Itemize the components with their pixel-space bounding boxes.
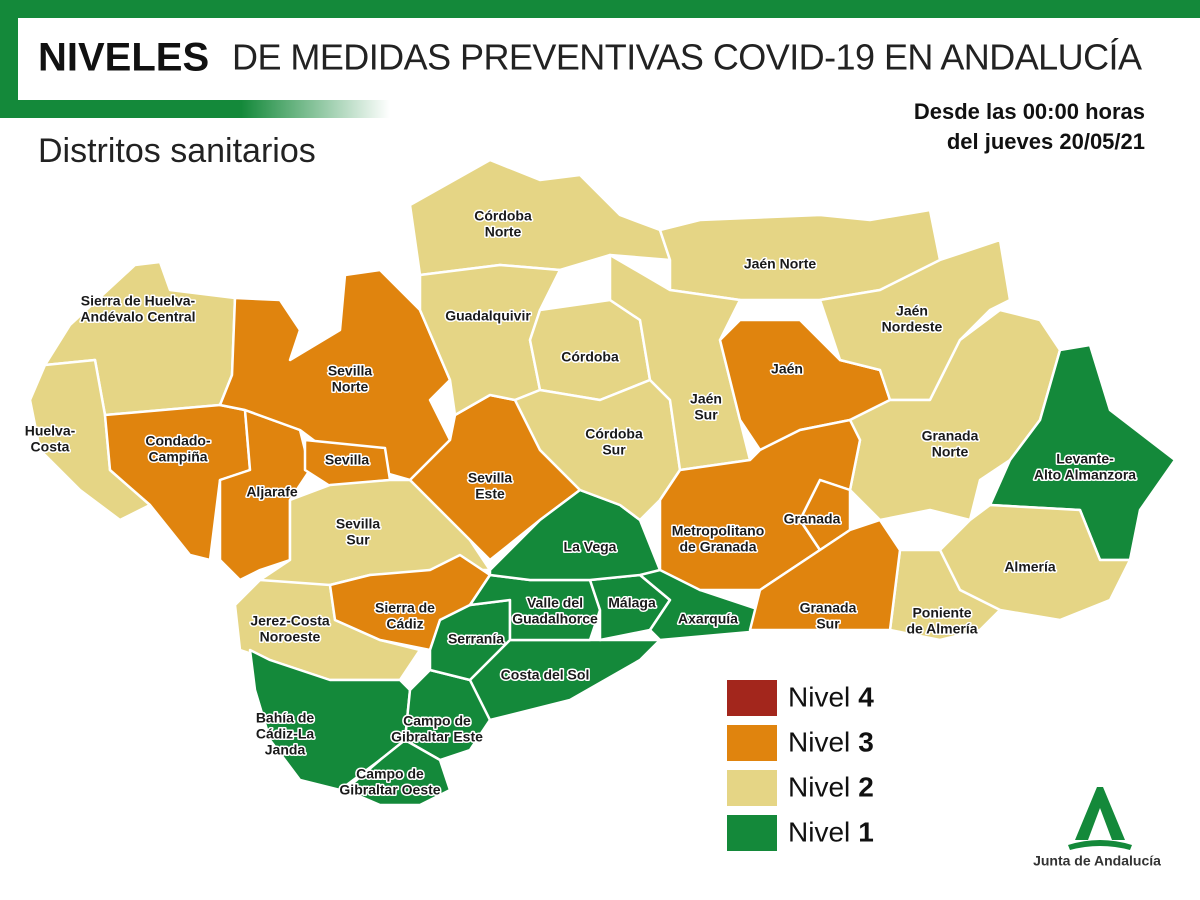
legend: Nivel 4 Nivel 3 Nivel 2 Nivel 1	[727, 680, 874, 851]
district-label: Condado-	[145, 433, 211, 449]
district-label: Norte	[485, 224, 522, 240]
logo-mark	[1075, 787, 1125, 840]
district-label: Costa	[31, 439, 70, 455]
district-label: Poniente	[912, 605, 971, 621]
legend-level: 4	[858, 681, 874, 712]
district-label: Alto Almanzora	[1034, 467, 1136, 483]
district-label: Norte	[932, 444, 969, 460]
district-label: Levante-	[1056, 451, 1114, 467]
district-label: Jaén	[771, 361, 803, 377]
district-label: Córdoba	[561, 349, 619, 365]
district-label: de Almería	[906, 621, 977, 637]
top-bar	[0, 0, 1200, 18]
district-label: Gibraltar Este	[391, 729, 483, 745]
district-label: Campiña	[148, 449, 207, 465]
district-label: Andévalo Central	[80, 309, 195, 325]
gradient-bar	[18, 100, 390, 118]
district-label: Granada	[922, 428, 979, 444]
subtitle: Distritos sanitarios	[38, 132, 316, 170]
district	[513, 378, 682, 522]
date: Desde las 00:00 horas	[914, 99, 1145, 124]
regions	[28, 158, 1177, 807]
district-label: Campo de	[356, 766, 424, 782]
district	[888, 548, 1002, 642]
logo-text: Junta de Andalucía	[1033, 853, 1161, 869]
district-label: Serranía	[448, 631, 504, 647]
district-label: Sevilla	[325, 452, 370, 468]
logo-mark	[1068, 840, 1132, 850]
district-label: Bahía de	[256, 710, 315, 726]
legend-label: Nivel	[788, 726, 850, 757]
district-label: Gibraltar Oeste	[339, 782, 440, 798]
district-label: Sur	[694, 407, 718, 423]
district-label: Córdoba	[585, 426, 643, 442]
district-label: Este	[475, 486, 505, 502]
district-label: La Vega	[564, 539, 617, 555]
legend-level: 2	[858, 771, 874, 802]
legend-level: 1	[858, 816, 874, 847]
district-label: Aljarafe	[246, 484, 298, 500]
district-label: de Granada	[679, 539, 756, 555]
district-label: Axarquía	[678, 611, 738, 627]
district-label: Cádiz-La	[256, 726, 315, 742]
district-label: Guadalhorce	[512, 611, 598, 627]
district	[798, 478, 852, 552]
district	[343, 738, 452, 807]
district-label: Guadalquivir	[445, 308, 531, 324]
legend-label: Nivel	[788, 681, 850, 712]
district-label: Sierra de Huelva-	[81, 293, 196, 309]
legend-swatch	[727, 725, 777, 761]
title: DE MEDIDAS PREVENTIVAS COVID-19 EN ANDAL…	[232, 37, 1142, 78]
district-label: Noroeste	[260, 629, 321, 645]
date: del jueves 20/05/21	[947, 129, 1145, 154]
district-label: Granada	[800, 600, 857, 616]
district-label: Janda	[265, 742, 306, 758]
district-label: Metropolitano	[672, 523, 765, 539]
district-label: Sevilla	[328, 363, 373, 379]
legend-label: Nivel	[788, 771, 850, 802]
title-bold: NIVELES	[38, 36, 209, 80]
district-label: Córdoba	[474, 208, 532, 224]
district-label: Sur	[602, 442, 626, 458]
logo: Junta de Andalucía	[1033, 787, 1161, 869]
labels: Sierra de Huelva-Andévalo Central Huelva-…	[23, 206, 1138, 799]
district-label: Málaga	[608, 595, 656, 611]
district-label: Costa del Sol	[501, 667, 590, 683]
district-label: Valle del	[527, 595, 583, 611]
district-label: Jerez-Costa	[250, 613, 330, 629]
district	[748, 518, 902, 632]
district-label: Jaén Norte	[744, 256, 817, 272]
district-label: Cádiz	[386, 616, 423, 632]
district-label: Sierra de	[375, 600, 435, 616]
legend-swatch	[727, 680, 777, 716]
district	[608, 253, 752, 472]
left-bar	[0, 18, 18, 118]
district-label: Sur	[816, 616, 840, 632]
district-label: Sevilla	[336, 516, 381, 532]
district-label: Norte	[332, 379, 369, 395]
legend-level: 3	[858, 726, 874, 757]
district-label: Granada	[784, 511, 841, 527]
district-label: Almería	[1004, 559, 1056, 575]
legend-swatch	[727, 815, 777, 851]
district-label: Sur	[346, 532, 370, 548]
legend-swatch	[727, 770, 777, 806]
district-label: Nordeste	[882, 319, 943, 335]
district-label: Sevilla	[468, 470, 513, 486]
district-label: Campo de	[403, 713, 471, 729]
legend-label: Nivel	[788, 816, 850, 847]
district-label: Jaén	[690, 391, 722, 407]
district-label: Huelva-	[25, 423, 76, 439]
district	[408, 158, 672, 277]
district-label: Jaén	[896, 303, 928, 319]
